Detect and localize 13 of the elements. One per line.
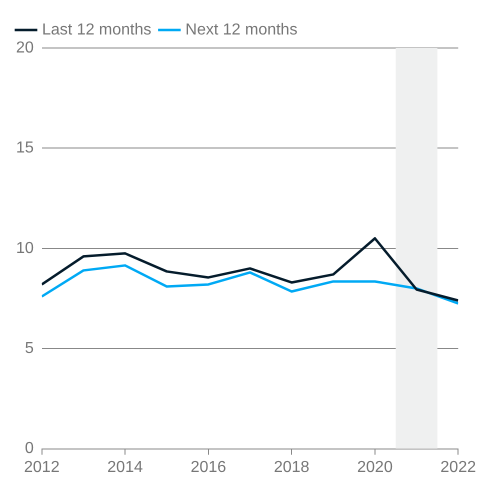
legend-label: Last 12 months <box>42 21 152 38</box>
legend-label: Next 12 months <box>185 21 298 38</box>
y-tick-label: 15 <box>16 140 34 157</box>
x-tick-label: 2012 <box>24 458 60 476</box>
x-tick-label: 2018 <box>274 458 310 476</box>
y-tick-label: 20 <box>16 39 34 56</box>
x-tick-label: 2016 <box>190 458 226 476</box>
y-tick-label: 10 <box>16 240 34 257</box>
y-tick-label: 5 <box>24 340 34 358</box>
y-tick-label: 0 <box>24 440 34 458</box>
x-tick-label: 2020 <box>357 458 393 476</box>
x-tick-label: 2014 <box>107 458 143 476</box>
x-tick-label: 2022 <box>440 458 476 476</box>
